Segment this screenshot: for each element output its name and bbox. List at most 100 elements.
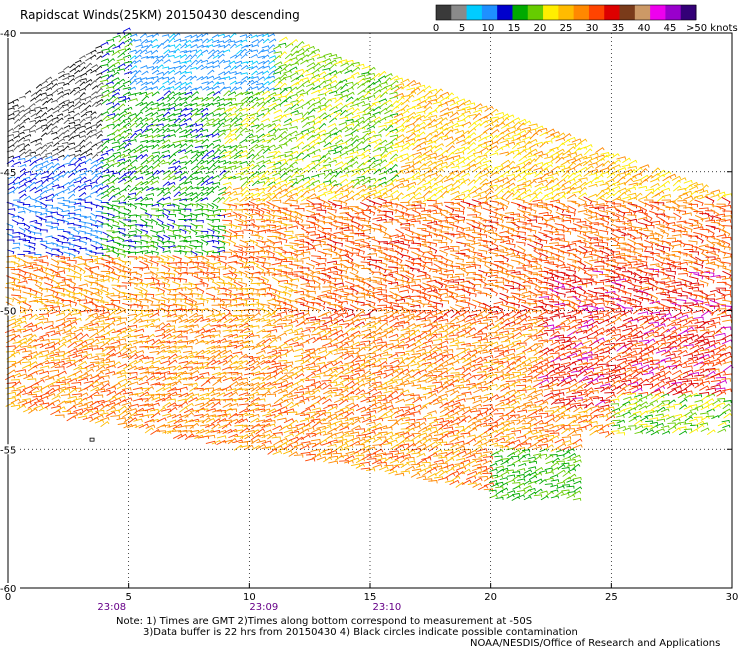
wind-barb [61,241,64,245]
wind-vector [185,175,192,182]
wind-vector [111,77,119,82]
wind-barb [179,70,182,74]
wind-vector [223,70,230,76]
wind-vector [79,215,87,217]
wind-vector [123,207,132,212]
wind-vector [124,106,132,111]
wind-vector [44,383,53,388]
wind-barb [196,382,198,387]
wind-vector [157,159,164,166]
wind-vector [73,185,80,191]
wind-vector [101,68,109,74]
wind-barb [168,150,170,153]
wind-vector [223,282,233,285]
wind-barb [200,133,204,136]
wind-vector [211,353,220,360]
wind-vector [116,309,125,315]
wind-vector [96,156,103,162]
wind-vector [211,128,219,135]
wind-barb [81,376,83,380]
wind-barb [89,100,92,103]
wind-barb [191,433,195,437]
wind-barb [124,405,127,409]
wind-barb [218,349,221,354]
wind-barb [158,318,161,322]
wind-barb [130,42,133,46]
wind-vector [188,382,198,386]
wind-barb [13,186,15,189]
wind-vector [68,142,75,145]
wind-vector [100,289,109,294]
wind-barb [156,33,159,36]
wind-vector [71,308,81,312]
wind-vector [90,224,99,227]
wind-barb [30,338,33,342]
wind-vector [161,383,171,386]
wind-barb [112,159,115,163]
wind-barb [68,99,70,103]
wind-vector [72,286,83,289]
wind-barb [113,64,116,68]
wind-vector [91,85,98,90]
speed-color-legend: 0 5 10 15 20 25 30 35 40 45 >50 knots [433,4,738,34]
wind-barb [217,85,220,89]
wind-barb [122,52,125,56]
wind-vector [111,351,121,357]
wind-vector [33,343,43,347]
wind-barb [56,78,58,82]
wind-vector [185,192,193,197]
wind-barb [134,132,138,136]
wind-vector [177,287,187,289]
wind-vector [145,193,154,196]
wind-vector [29,119,36,123]
wind-vector [184,297,194,303]
wind-vector [111,319,121,323]
wind-barb [73,276,76,280]
wind-vector [134,77,142,81]
wind-vector [144,128,153,133]
wind-barb [89,83,92,86]
wind-vector [139,391,148,398]
wind-barb [114,390,117,394]
wind-barb [78,134,81,137]
wind-vector [122,265,132,270]
wind-vector [204,308,214,313]
wind-barb [117,71,120,75]
wind-vector [133,271,143,276]
wind-barb [169,290,172,294]
wind-vector [167,376,176,380]
wind-barb [79,158,82,161]
wind-vector [157,117,165,122]
wind-vector [194,283,205,285]
wind-barb [211,80,214,84]
wind-barb [164,417,167,421]
wind-vector [134,128,142,133]
wind-vector [38,255,48,259]
wind-barb [202,107,205,111]
wind-vector [77,299,87,302]
wind-vector [184,59,191,64]
wind-barb [124,261,127,266]
wind-vector [79,240,87,244]
wind-vector [205,102,213,108]
wind-vector [134,283,143,285]
wind-vector [140,229,148,233]
wind-vector [162,196,170,201]
wind-vector [140,159,148,165]
wind-vector [178,401,187,408]
wind-vector [117,78,124,84]
wind-vector [101,163,109,168]
wind-barb [124,374,127,378]
wind-vector [141,45,149,49]
wind-vector [100,64,109,67]
wind-vector [33,326,42,332]
wind-vector [205,112,213,117]
wind-barb [119,351,122,355]
wind-vector [172,404,183,407]
wind-vector [51,83,57,88]
wind-barb [169,333,172,337]
wind-barb [145,375,149,379]
wind-vector [80,151,86,156]
wind-vector [166,328,175,334]
wind-barb [112,189,115,193]
